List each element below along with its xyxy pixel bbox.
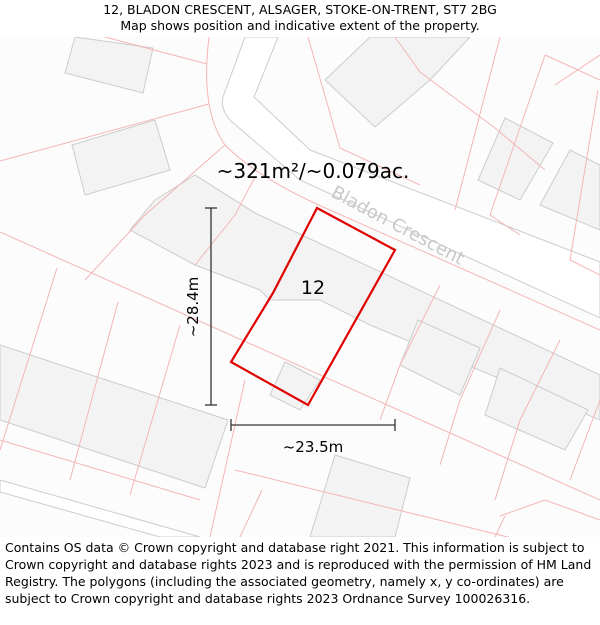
map-header: 12, BLADON CRESCENT, ALSAGER, STOKE-ON-T… — [0, 0, 600, 37]
area-label: ~321m²/~0.079ac. — [217, 159, 410, 183]
height-dimension-label: ~28.4m — [184, 277, 202, 338]
map-canvas: Bladon Crescent ~321m²/~0.079ac. 12 ~28.… — [0, 37, 600, 537]
road-lower — [0, 479, 201, 537]
property-map[interactable]: Bladon Crescent ~321m²/~0.079ac. 12 ~28.… — [0, 37, 600, 537]
road-bladon-crescent — [221, 37, 600, 319]
property-boundary[interactable] — [229, 206, 397, 407]
width-dimension-label: ~23.5m — [283, 438, 344, 456]
dimension-lines — [205, 207, 396, 431]
copyright-attribution: Contains OS data © Crown copyright and d… — [5, 540, 592, 606]
property-address: 12, BLADON CRESCENT, ALSAGER, STOKE-ON-T… — [103, 2, 497, 17]
map-subtitle: Map shows position and indicative extent… — [120, 18, 480, 33]
plot-number-label: 12 — [301, 277, 325, 299]
parcel-boundaries — [0, 37, 600, 537]
